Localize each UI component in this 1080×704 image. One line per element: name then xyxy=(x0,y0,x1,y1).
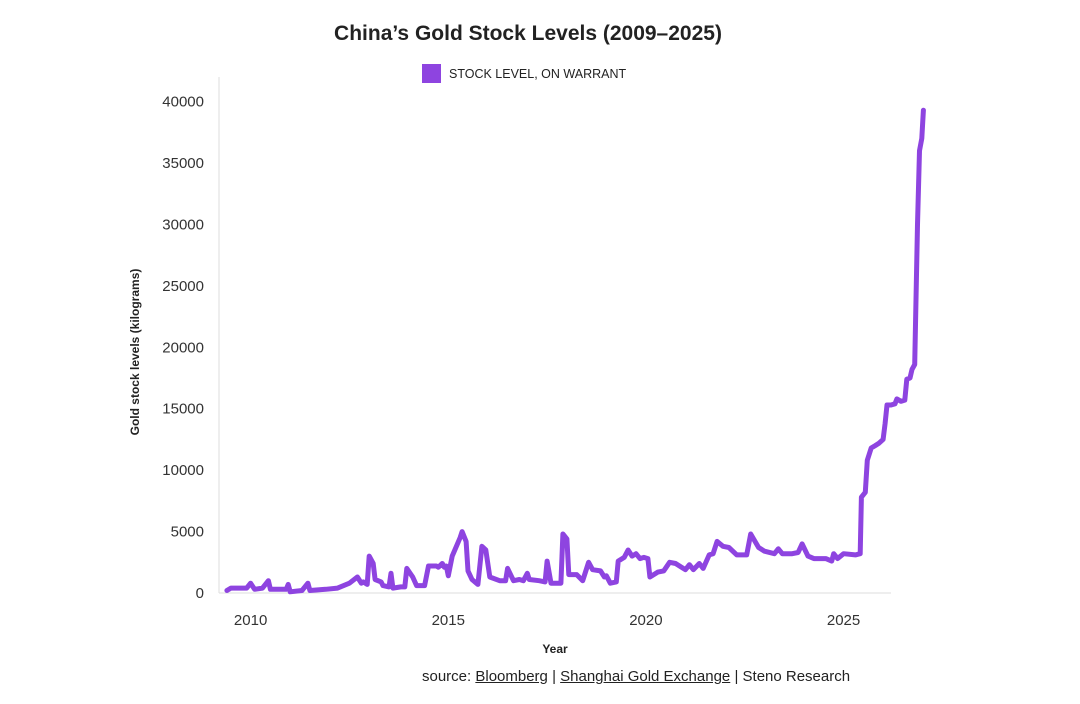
y-tick-label: 25000 xyxy=(162,278,204,295)
y-tick-label: 15000 xyxy=(162,401,204,418)
source-steno-research: Steno Research xyxy=(742,668,851,685)
x-tick-label: 2015 xyxy=(432,612,465,629)
y-tick-label: 10000 xyxy=(162,462,204,479)
source-line: source: Bloomberg | Shanghai Gold Exchan… xyxy=(422,668,850,685)
chart-title: China’s Gold Stock Levels (2009–2025) xyxy=(334,22,722,45)
y-tick-label: 30000 xyxy=(162,216,204,233)
y-tick-label: 5000 xyxy=(171,524,204,541)
y-tick-label: 20000 xyxy=(162,339,204,356)
legend-label: STOCK LEVEL, ON WARRANT xyxy=(449,66,627,81)
y-tick-label: 40000 xyxy=(162,94,204,111)
x-tick-label: 2025 xyxy=(827,612,860,629)
source-prefix: source: xyxy=(422,668,476,685)
source-link-shanghai-gold-exchange[interactable]: Shanghai Gold Exchange xyxy=(560,668,731,685)
x-axis-label: Year xyxy=(542,642,568,656)
source-separator: | xyxy=(547,668,561,685)
legend: STOCK LEVEL, ON WARRANT xyxy=(422,64,626,83)
y-axis-label: Gold stock levels (kilograms) xyxy=(128,269,142,436)
source-separator: | xyxy=(730,668,743,685)
legend-swatch xyxy=(422,64,441,83)
series-line-stock-level xyxy=(224,107,926,595)
y-tick-label: 35000 xyxy=(162,155,204,172)
y-tick-label: 0 xyxy=(196,585,204,602)
source-link-bloomberg[interactable]: Bloomberg xyxy=(475,668,548,685)
x-tick-label: 2020 xyxy=(629,612,662,629)
x-tick-label: 2010 xyxy=(234,612,267,629)
